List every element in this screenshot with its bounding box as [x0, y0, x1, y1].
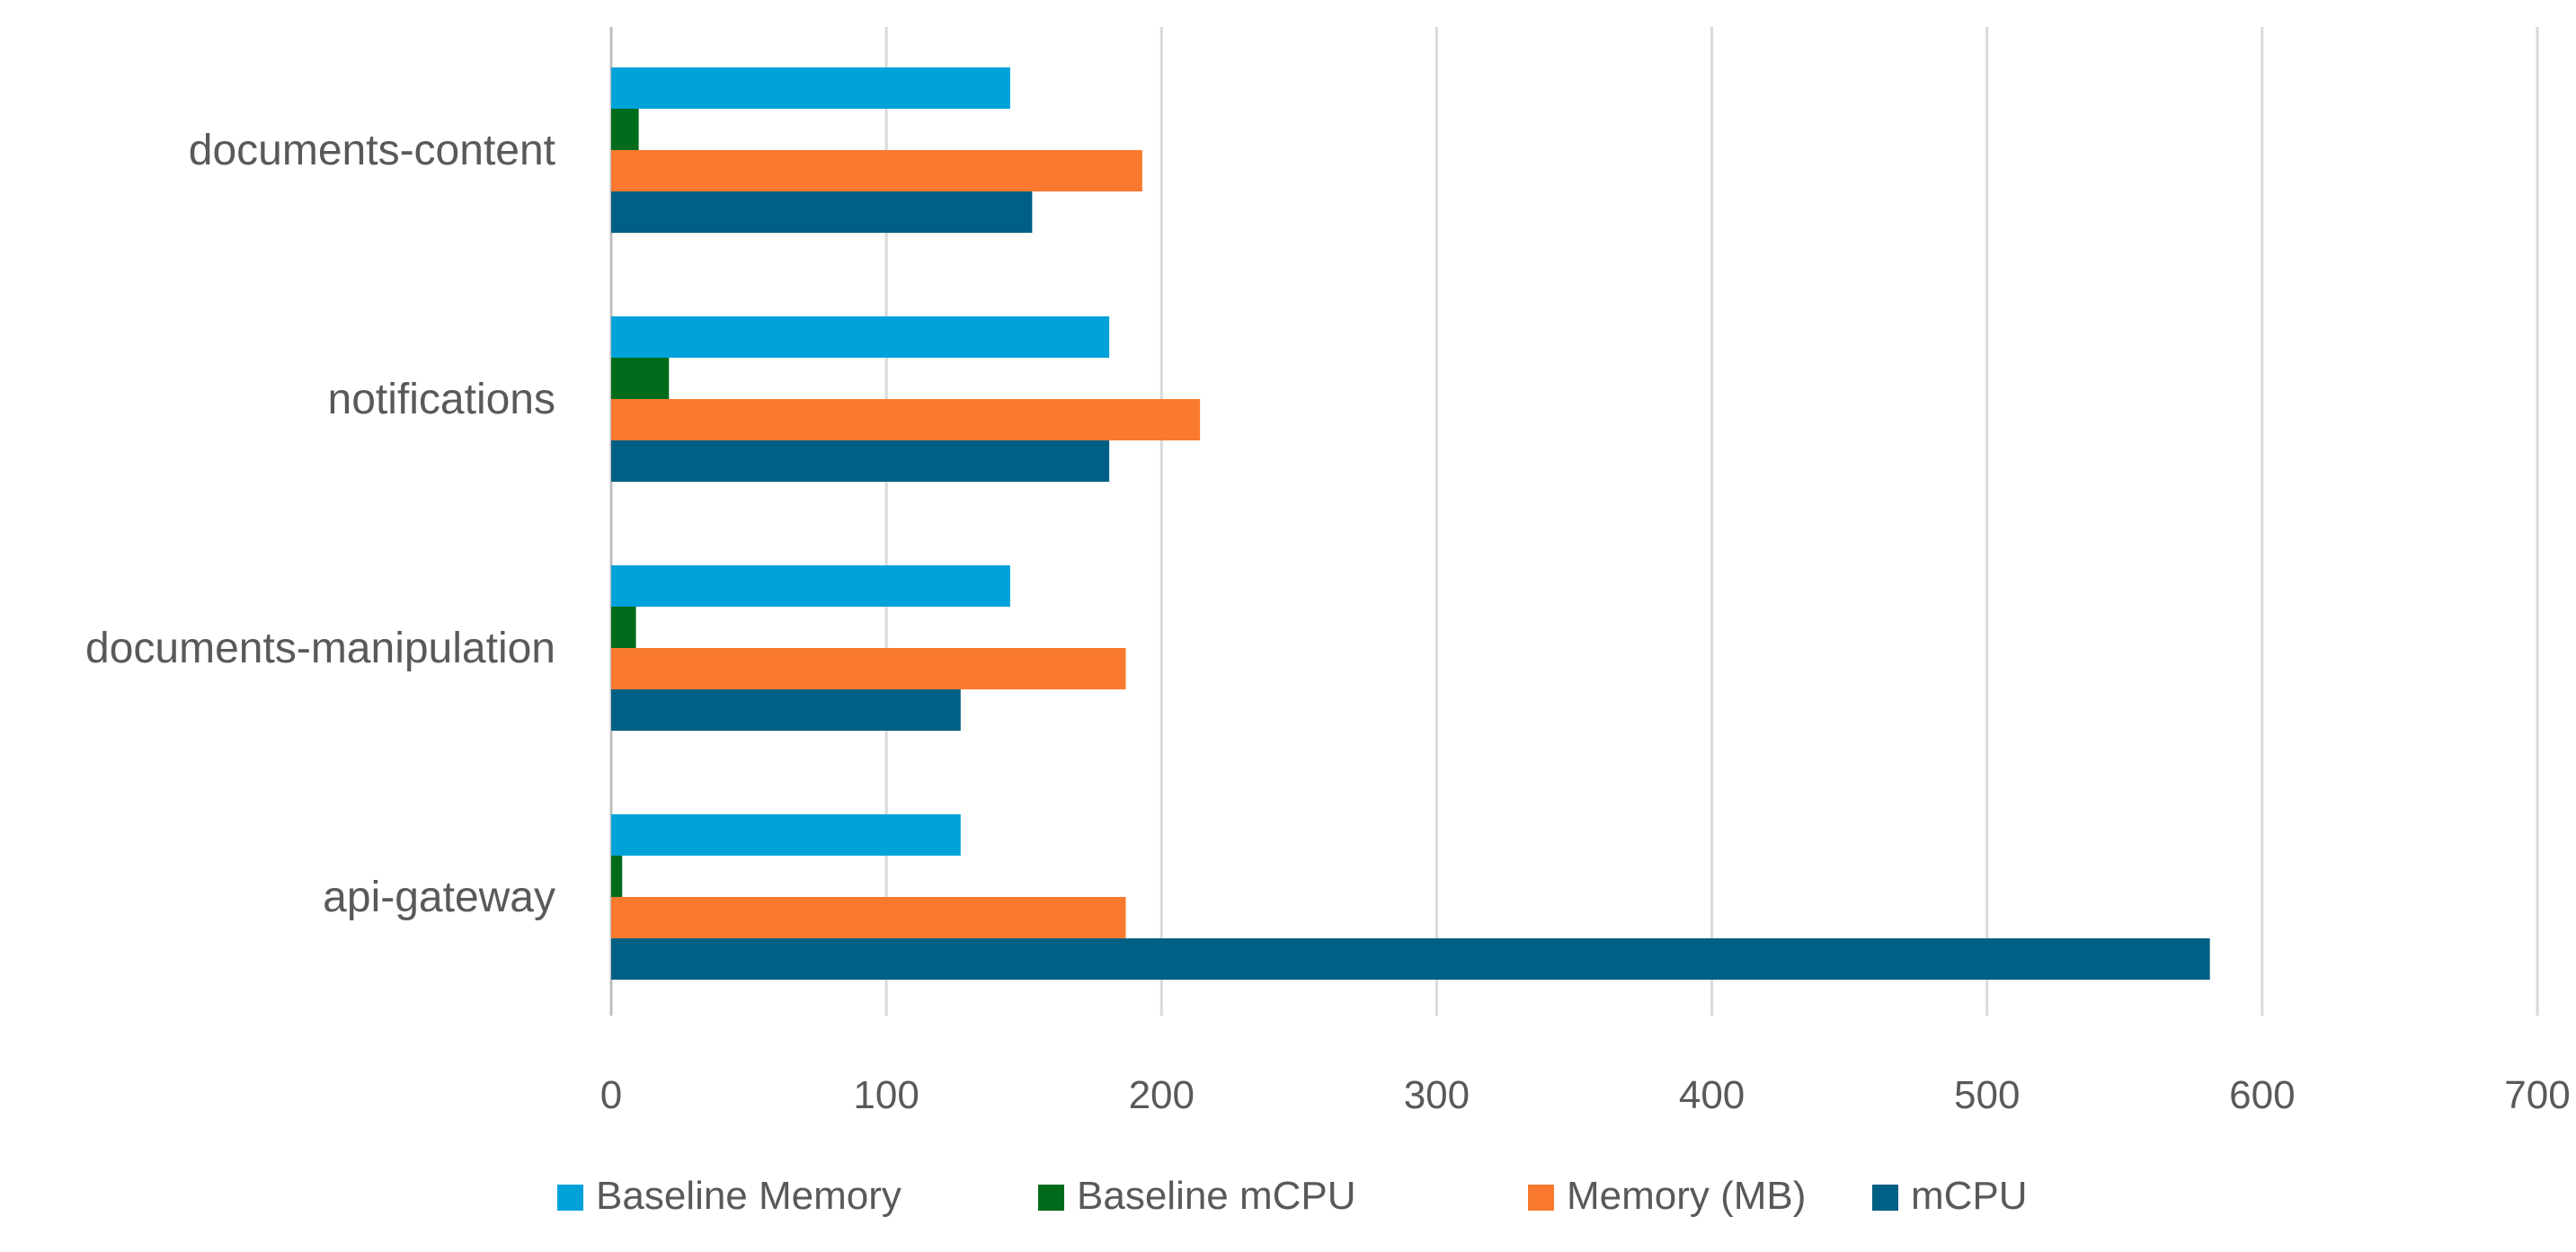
bar-baseline-memory-api-gateway — [611, 814, 961, 856]
legend-swatch — [1872, 1185, 1898, 1211]
bar-baseline-mcpu-api-gateway — [611, 856, 623, 897]
y-category-label: documents-manipulation — [85, 625, 555, 672]
x-tick-label: 200 — [1129, 1073, 1195, 1117]
bar-memory-mb-notifications — [611, 399, 1201, 440]
y-category-label: api-gateway — [323, 874, 555, 921]
bar-baseline-mcpu-documents-manipulation — [611, 607, 636, 648]
legend-label: Baseline mCPU — [1077, 1174, 1356, 1218]
bar-memory-mb-documents-manipulation — [611, 648, 1126, 689]
legend: Baseline Memory Baseline mCPU Memory (MB) m… — [557, 1174, 2028, 1218]
bar-baseline-mcpu-notifications — [611, 358, 670, 399]
bar-mcpu-notifications — [611, 440, 1110, 482]
legend-swatch — [1038, 1185, 1064, 1211]
legend-label: mCPU — [1911, 1174, 2028, 1218]
x-tick-label: 0 — [600, 1073, 622, 1117]
legend-swatch — [1528, 1185, 1554, 1211]
bar-baseline-memory-notifications — [611, 316, 1110, 358]
bar-baseline-memory-documents-content — [611, 67, 1010, 109]
y-category-label: documents-content — [189, 127, 555, 174]
x-tick-label: 500 — [1954, 1073, 2020, 1117]
bar-baseline-memory-documents-manipulation — [611, 565, 1010, 607]
axes: 0 100 200 300 400 500 600 700 documents-content n… — [85, 127, 2571, 1117]
bar-mcpu-api-gateway — [611, 938, 2210, 980]
bar-baseline-mcpu-documents-content — [611, 109, 639, 150]
x-tick-label: 700 — [2504, 1073, 2570, 1117]
bar-memory-mb-documents-content — [611, 150, 1142, 191]
x-tick-label: 600 — [2229, 1073, 2295, 1117]
legend-swatch — [557, 1185, 583, 1211]
legend-label: Baseline Memory — [596, 1174, 902, 1218]
bar-memory-mb-api-gateway — [611, 897, 1126, 938]
bar-mcpu-documents-content — [611, 191, 1033, 233]
bar-mcpu-documents-manipulation — [611, 689, 961, 731]
x-tick-label: 300 — [1404, 1073, 1470, 1117]
legend-label: Memory (MB) — [1567, 1174, 1806, 1218]
bars — [611, 67, 2210, 980]
y-category-label: notifications — [328, 376, 555, 423]
x-tick-label: 400 — [1679, 1073, 1745, 1117]
x-tick-label: 100 — [853, 1073, 919, 1117]
